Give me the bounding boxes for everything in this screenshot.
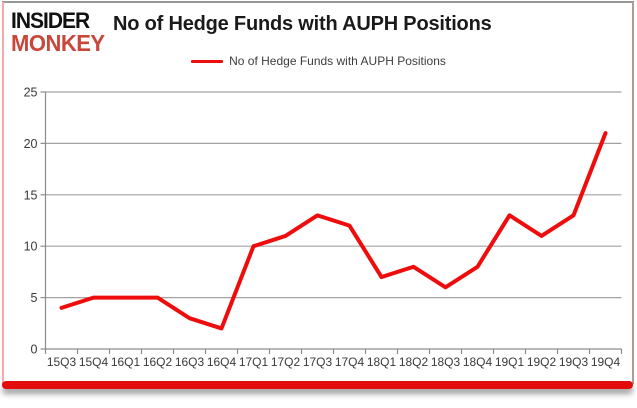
insider-monkey-logo: INSIDER MONKEY xyxy=(11,8,105,57)
series-line xyxy=(59,131,608,331)
svg-text:25: 25 xyxy=(24,86,38,100)
logo-text-monkey: MONKEY xyxy=(11,29,105,57)
legend-line-swatch xyxy=(191,59,224,63)
svg-text:5: 5 xyxy=(31,291,38,305)
card-bottom-red-bar xyxy=(2,381,633,389)
svg-text:20: 20 xyxy=(24,137,38,151)
x-tick-label: 16Q3 xyxy=(175,355,205,369)
x-tick-label: 17Q1 xyxy=(239,355,269,369)
x-tick-label: 16Q1 xyxy=(111,355,141,369)
legend-label: No of Hedge Funds with AUPH Positions xyxy=(229,54,446,68)
x-tick-label: 18Q2 xyxy=(399,355,429,369)
card-right-border xyxy=(632,2,634,384)
x-tick-label: 16Q2 xyxy=(143,355,173,369)
x-tick-label: 18Q3 xyxy=(431,355,461,369)
logo-text-insider: INSIDER xyxy=(11,8,90,34)
x-tick-label: 18Q1 xyxy=(367,355,397,369)
x-tick-label: 19Q2 xyxy=(527,355,557,369)
card-left-border xyxy=(2,2,4,384)
x-tick-label: 19Q4 xyxy=(591,355,621,369)
chart-legend: No of Hedge Funds with AUPH Positions xyxy=(0,54,637,68)
x-tick-label: 15Q4 xyxy=(79,355,109,369)
svg-text:15: 15 xyxy=(24,188,38,202)
x-tick-label: 19Q3 xyxy=(559,355,589,369)
svg-text:0: 0 xyxy=(31,343,38,357)
x-tick-label: 17Q2 xyxy=(271,355,301,369)
x-tick-label: 16Q4 xyxy=(207,355,237,369)
card-top-border xyxy=(2,1,634,3)
x-tick-label: 17Q3 xyxy=(303,355,333,369)
chart-title: No of Hedge Funds with AUPH Positions xyxy=(113,13,492,35)
svg-text:10: 10 xyxy=(24,240,38,254)
x-tick-label: 19Q1 xyxy=(495,355,525,369)
x-tick-label: 17Q4 xyxy=(335,355,365,369)
x-tick-label: 15Q3 xyxy=(47,355,77,369)
x-tick-label: 18Q4 xyxy=(463,355,493,369)
